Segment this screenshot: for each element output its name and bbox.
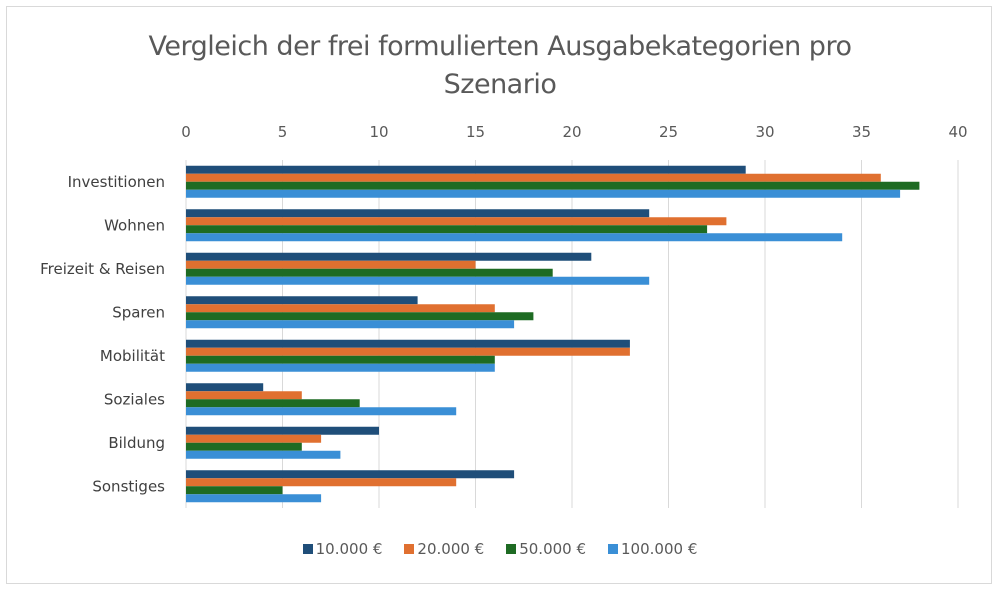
bar [186,320,515,329]
category-label: Bildung [108,434,165,452]
bar [186,391,302,400]
bar [186,363,495,372]
bar [186,426,379,435]
x-tick-label: 40 [948,123,967,141]
legend-item: 20.000 € [404,540,484,558]
bar [186,233,843,242]
legend-swatch [608,544,619,554]
bar [186,383,264,392]
bar [186,347,630,356]
category-label: Wohnen [104,216,165,234]
x-tick-label: 10 [369,123,388,141]
bar [186,450,341,459]
category-label: Sparen [112,303,165,321]
bar [186,181,920,190]
chart-legend: 10.000 € 20.000 € 50.000 € 100.000 € [0,540,1000,558]
legend-label: 20.000 € [417,540,485,558]
chart-frame [6,6,992,584]
bar [186,434,322,443]
bar [186,165,746,174]
category-label: Mobilität [100,347,165,365]
bar [186,304,495,313]
bar [186,478,457,487]
legend-label: 10.000 € [315,540,383,558]
legend-item: 100.000 € [608,540,697,558]
bar [186,494,322,503]
bar [186,276,650,285]
legend-swatch [506,544,517,554]
bar [186,486,283,495]
bar [186,399,360,408]
bar [186,442,302,451]
bar [186,260,476,269]
bar [186,225,708,234]
bar [186,268,553,277]
chart-title: Vergleich der frei formulierten Ausgabek… [0,28,1000,104]
legend-swatch [404,544,415,554]
x-tick-label: 5 [278,123,288,141]
chart-title-line-1: Vergleich der frei formulierten Ausgabek… [148,31,852,62]
x-tick-label: 0 [181,123,191,141]
category-label: Sonstiges [92,477,165,495]
bar [186,355,495,364]
bar [186,312,534,321]
bar [186,173,881,182]
bar [186,470,515,479]
chart-title-line-2: Szenario [443,69,557,100]
category-label: Soziales [104,390,165,408]
category-label: Investitionen [68,173,165,191]
bar [186,339,630,348]
legend-item: 10.000 € [302,540,383,558]
x-tick-label: 35 [852,123,871,141]
bar [186,296,418,305]
legend-label: 100.000 € [621,540,698,558]
x-tick-label: 30 [755,123,774,141]
bar [186,189,901,198]
bar [186,217,727,226]
legend-label: 50.000 € [519,540,587,558]
category-label: Freizeit & Reisen [40,260,165,278]
legend-item: 50.000 € [506,540,586,558]
bar [186,252,592,261]
bar [186,209,650,218]
x-tick-label: 20 [562,123,581,141]
x-tick-label: 15 [466,123,485,141]
bar [186,407,457,416]
legend-swatch [302,544,313,554]
x-tick-label: 25 [659,123,678,141]
